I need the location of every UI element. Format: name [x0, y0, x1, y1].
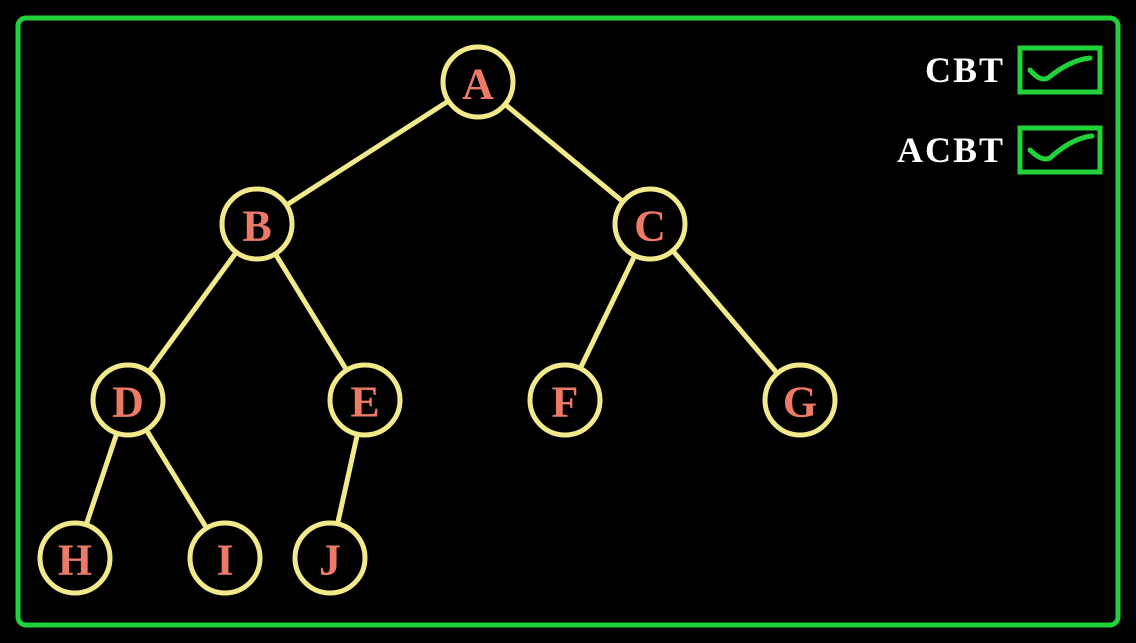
edge-A-B [286, 101, 448, 205]
edge-E-J [338, 434, 358, 524]
legend: CBT ACBT [897, 48, 1100, 172]
node-label-F: F [552, 378, 579, 427]
legend-label-1: ACBT [897, 130, 1005, 170]
node-label-E: E [350, 378, 379, 427]
legend-label-0: CBT [925, 50, 1005, 90]
edge-B-E [275, 254, 346, 370]
node-label-H: H [58, 536, 92, 585]
node-F: F [530, 365, 600, 435]
node-label-B: B [242, 202, 271, 251]
node-I: I [190, 523, 260, 593]
node-label-I: I [216, 536, 233, 585]
node-A: A [443, 47, 513, 117]
edge-D-I [146, 430, 206, 528]
node-J: J [295, 523, 365, 593]
node-label-J: J [319, 536, 341, 585]
edge-B-D [149, 252, 237, 372]
node-label-G: G [783, 378, 817, 427]
node-H: H [40, 523, 110, 593]
checkmark-icon [1030, 58, 1090, 79]
node-C: C [615, 189, 685, 259]
diagram-canvas: A B C D E F G H I J CBT ACBT [0, 0, 1136, 643]
checkmark-icon [1030, 136, 1092, 159]
edge-D-H [86, 433, 117, 525]
node-label-C: C [634, 202, 666, 251]
node-G: G [765, 365, 835, 435]
node-E: E [330, 365, 400, 435]
edge-C-G [673, 251, 778, 374]
edge-A-C [505, 104, 623, 201]
edge-C-F [580, 256, 635, 369]
node-B: B [222, 189, 292, 259]
node-label-A: A [462, 60, 494, 109]
node-D: D [93, 365, 163, 435]
node-label-D: D [112, 378, 144, 427]
tree: A B C D E F G H I J [40, 47, 835, 593]
